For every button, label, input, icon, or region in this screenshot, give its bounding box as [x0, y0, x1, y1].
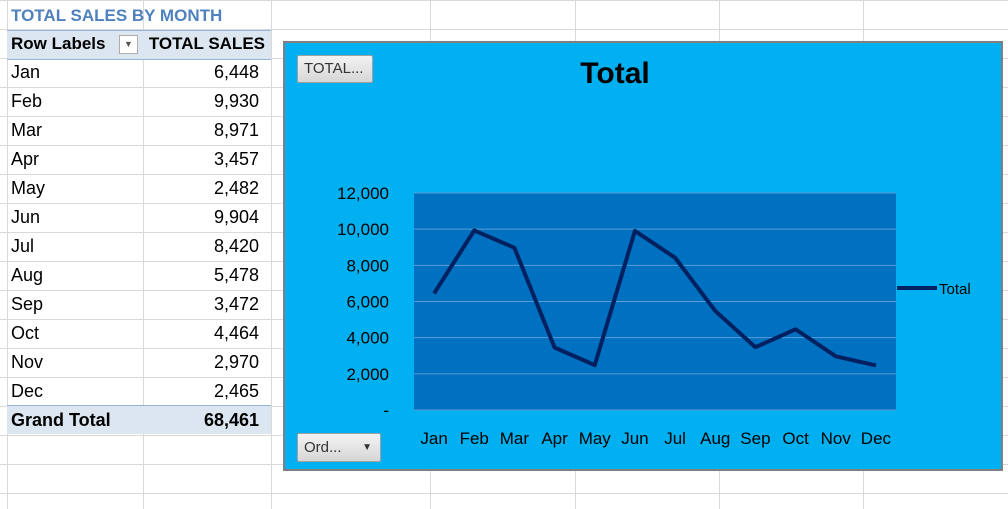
pivot-row-label: Aug — [11, 265, 44, 285]
total-field-label: TOTAL... — [304, 60, 364, 77]
pivot-row-label: Apr — [11, 149, 40, 169]
order-field-label: Ord... — [304, 439, 342, 456]
total-field-button[interactable]: TOTAL... — [297, 55, 373, 83]
pivot-row-value: 9,904 — [213, 207, 259, 227]
y-tick-label: 6,000 — [346, 293, 389, 312]
grid-col-line — [143, 0, 144, 509]
pivot-row[interactable]: Nov 2,970 — [7, 348, 271, 377]
pivot-row-value: 3,457 — [213, 149, 259, 169]
legend-label: Total — [939, 281, 971, 298]
filter-dropdown-icon[interactable]: ▼ — [119, 35, 138, 54]
x-tick-label: Jun — [621, 429, 648, 448]
pivot-row-value: 4,464 — [213, 323, 259, 343]
pivot-row[interactable]: Feb 9,930 — [7, 87, 271, 116]
pivot-row-value: 5,478 — [213, 265, 259, 285]
pivot-row-label: Jul — [11, 236, 35, 256]
pivot-row-label: Jan — [11, 62, 41, 82]
pivot-row-value: 9,930 — [213, 91, 259, 111]
order-field-button[interactable]: Ord... ▼ — [297, 433, 381, 462]
grid-row-line — [0, 0, 1008, 1]
pivot-row-value: 2,465 — [213, 381, 259, 401]
pivot-row[interactable]: Dec 2,465 — [7, 377, 271, 406]
pivot-row-value: 3,472 — [213, 294, 259, 314]
x-tick-label: Oct — [782, 429, 809, 448]
pivot-row-label: May — [11, 178, 46, 198]
pivot-row-label: Oct — [11, 323, 40, 343]
pivot-row[interactable]: Oct 4,464 — [7, 319, 271, 348]
grand-total-row: Grand Total 68,461 — [7, 405, 271, 434]
pivot-row-value: 2,970 — [213, 352, 259, 372]
y-tick-label: 2,000 — [346, 365, 389, 384]
pivot-row[interactable]: Mar 8,971 — [7, 116, 271, 145]
chart-title: Total — [580, 57, 650, 90]
x-tick-label: Nov — [821, 429, 852, 448]
pivot-row[interactable]: Sep 3,472 — [7, 290, 271, 319]
pivot-row-label: Nov — [11, 352, 44, 372]
pivot-row-value: 8,971 — [213, 120, 259, 140]
row-labels-header: Row Labels — [11, 34, 106, 53]
x-tick-label: May — [579, 429, 612, 448]
x-tick-label: Jul — [664, 429, 686, 448]
y-tick-label: 8,000 — [346, 256, 389, 275]
pivot-row[interactable]: Jul 8,420 — [7, 232, 271, 261]
grid-col-line — [7, 0, 8, 509]
pivot-row[interactable]: Apr 3,457 — [7, 145, 271, 174]
line-chart[interactable]: - 2,000 4,000 6,000 8,000 10,000 12,000 Jan Feb M… — [283, 41, 1003, 471]
pivot-row-value: 8,420 — [213, 236, 259, 256]
x-tick-label: Sep — [740, 429, 770, 448]
y-tick-label: 10,000 — [337, 220, 389, 239]
grand-total-label: Grand Total — [11, 410, 111, 430]
x-tick-label: Jan — [420, 429, 447, 448]
pivot-title: TOTAL SALES BY MONTH — [11, 6, 223, 25]
x-tick-label: Feb — [460, 429, 489, 448]
y-tick-label: - — [383, 401, 389, 420]
grid-row-line — [0, 29, 1008, 30]
total-sales-header: TOTAL SALES — [148, 34, 265, 53]
x-tick-label: Mar — [500, 429, 530, 448]
x-tick-label: Dec — [861, 429, 892, 448]
pivot-row-value: 6,448 — [213, 62, 259, 82]
pivot-row[interactable]: Aug 5,478 — [7, 261, 271, 290]
grid-col-line — [271, 0, 272, 509]
pivot-row[interactable]: May 2,482 — [7, 174, 271, 203]
pivot-row-value: 2,482 — [213, 178, 259, 198]
series-line — [432, 228, 877, 368]
pivot-row-label: Mar — [11, 120, 42, 140]
chart-svg: - 2,000 4,000 6,000 8,000 10,000 12,000 Jan Feb M… — [337, 184, 971, 448]
grid-row-line — [0, 493, 1008, 494]
pivot-row-label: Sep — [11, 294, 44, 314]
pivot-row[interactable]: Jun 9,904 — [7, 203, 271, 232]
dropdown-arrow-icon: ▼ — [362, 442, 372, 453]
pivot-row-label: Jun — [11, 207, 41, 227]
x-tick-label: Aug — [700, 429, 730, 448]
pivot-header: Row Labels ▼ TOTAL SALES — [7, 30, 271, 60]
grand-total-value: 68,461 — [203, 410, 259, 430]
pivot-row-label: Feb — [11, 91, 43, 111]
pivot-row-label: Dec — [11, 381, 44, 401]
y-tick-label: 12,000 — [337, 184, 389, 203]
pivot-row[interactable]: Jan 6,448 — [7, 58, 271, 87]
y-tick-label: 4,000 — [346, 329, 389, 348]
x-tick-label: Apr — [541, 429, 568, 448]
